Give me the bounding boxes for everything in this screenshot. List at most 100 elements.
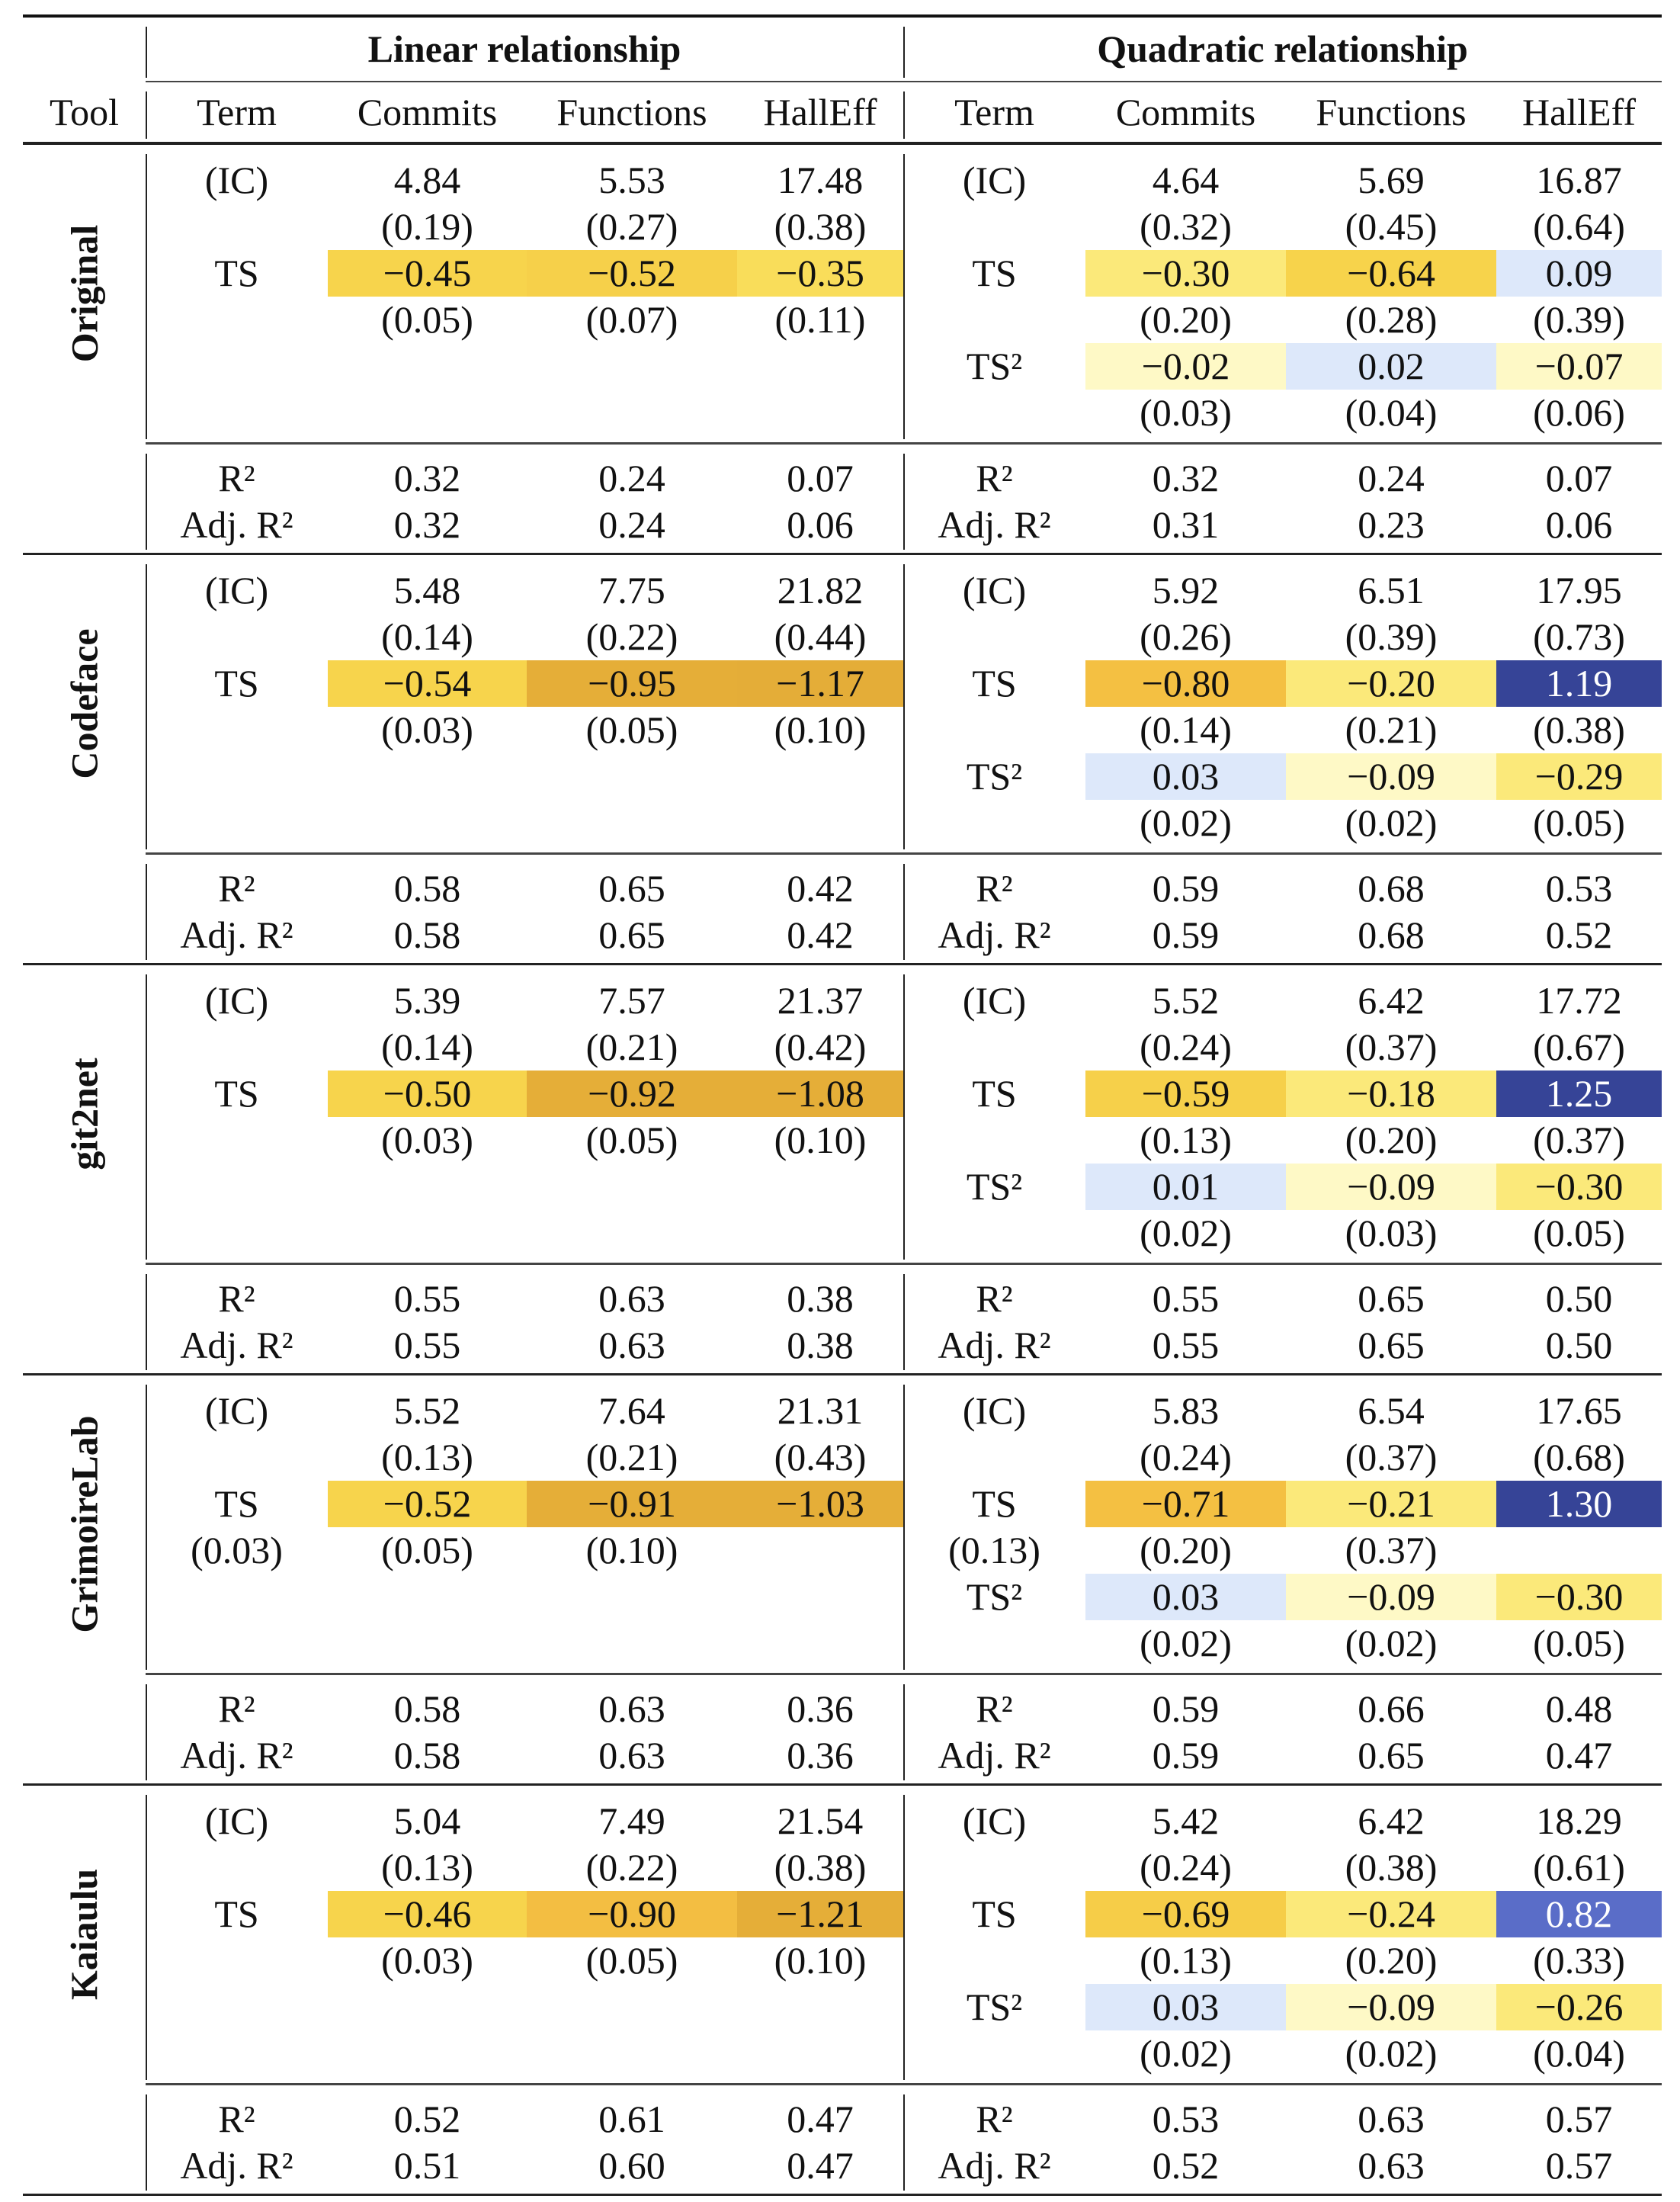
value-cell: (0.10) xyxy=(774,1939,867,1982)
value-cell: 0.36 xyxy=(787,1687,854,1730)
term-cell xyxy=(903,1620,1085,1667)
value-cell: 0.31 xyxy=(1152,503,1220,546)
value-cell: (0.19) xyxy=(381,205,473,248)
col-commits: Commits xyxy=(1115,91,1256,133)
value-cell: 0.63 xyxy=(1358,2098,1425,2140)
value-cell: 5.53 xyxy=(598,159,665,201)
tool-cell xyxy=(23,1732,146,1779)
value-cell: (0.32) xyxy=(1140,205,1232,248)
value-cell: (0.22) xyxy=(585,1846,678,1889)
term-cell xyxy=(903,2030,1085,2077)
tool-cell xyxy=(23,2143,146,2189)
spacer xyxy=(0,707,23,753)
coefficient-section: Kaiaulu (IC) 5.04 7.49 21.54 (IC) 5.42 6.42 18.2… xyxy=(0,1786,1680,2083)
spacer xyxy=(0,567,23,614)
coef-row: TS² 0.03 −0.09 −0.30 xyxy=(0,1574,1680,1620)
value-cell: (0.27) xyxy=(585,205,678,248)
spacer xyxy=(0,157,23,204)
value-cell: 0.59 xyxy=(1152,913,1220,956)
spacer xyxy=(0,1024,23,1071)
value-cell: −0.54 xyxy=(328,660,527,707)
column-divider xyxy=(146,1274,147,1370)
spacer xyxy=(0,1117,23,1164)
value-cell: 6.42 xyxy=(1358,979,1425,1022)
fit-rule xyxy=(146,2083,1662,2085)
value-cell: −1.08 xyxy=(737,1071,903,1117)
value-cell: 0.51 xyxy=(393,2144,461,2187)
coef-row: (IC) 4.84 5.53 17.48 (IC) 4.64 5.69 16.87 xyxy=(0,157,1680,204)
value-cell: 21.82 xyxy=(777,569,864,611)
group-quadratic: Quadratic relationship xyxy=(1097,27,1468,70)
term-cell xyxy=(146,2030,328,2077)
term-cell: TS xyxy=(214,1072,259,1115)
tool-cell xyxy=(23,1686,146,1732)
value-cell: 0.65 xyxy=(1358,1734,1425,1777)
term-cell: R² xyxy=(218,2098,255,2140)
value-cell: (0.02) xyxy=(1140,1212,1232,1254)
coefficient-section: git2net (IC) 5.39 7.57 21.37 (IC) 5.52 6.42 17.7… xyxy=(0,965,1680,1263)
term-cell: TS² xyxy=(966,1575,1023,1618)
term-cell xyxy=(146,297,328,343)
value-cell xyxy=(527,800,737,846)
coef-row: TS −0.46 −0.90 −1.21 TS −0.69 −0.24 0.82 xyxy=(0,1891,1680,1937)
value-cell: 0.55 xyxy=(393,1277,461,1320)
fit-section: R² 0.32 0.24 0.07 R² 0.32 0.24 0.07 Adj. R² 0.32 0… xyxy=(0,445,1680,553)
value-cell: (0.03) xyxy=(381,1119,473,1161)
coef-row: (IC) 5.52 7.64 21.31 (IC) 5.83 6.54 17.65 xyxy=(0,1388,1680,1434)
tool-block-codeface: Codeface (IC) 5.48 7.75 21.82 (IC) 5.92 6.51 17.… xyxy=(0,555,1680,965)
term-cell: TS² xyxy=(966,345,1023,387)
value-cell: −0.09 xyxy=(1286,1984,1496,2030)
term-cell: (IC) xyxy=(204,1799,269,1842)
term-cell xyxy=(146,753,328,800)
value-cell: (0.06) xyxy=(1533,391,1625,434)
spacer xyxy=(0,1574,23,1620)
column-divider xyxy=(903,1684,905,1780)
col-functions: Functions xyxy=(556,91,707,133)
value-cell: (0.04) xyxy=(1345,391,1438,434)
block-rule xyxy=(23,1373,1662,1375)
term-cell: (IC) xyxy=(204,569,269,611)
coef-row: (0.03) (0.05) (0.10) (0.13) (0.20) (0.37) xyxy=(0,1527,1680,1574)
value-cell: −0.92 xyxy=(527,1071,737,1117)
tool-label-cell: GrimoireLab xyxy=(23,1375,146,1673)
value-cell: 5.52 xyxy=(393,1389,461,1432)
value-cell: 0.65 xyxy=(598,867,665,910)
tool-label: Codeface xyxy=(63,628,106,779)
value-cell: (0.05) xyxy=(1533,801,1625,844)
value-cell: 17.72 xyxy=(1536,979,1622,1022)
term-cell: R² xyxy=(218,867,255,910)
term-cell xyxy=(903,297,1085,343)
value-cell: (0.14) xyxy=(381,1026,473,1068)
value-cell: (0.24) xyxy=(1140,1026,1232,1068)
value-cell: 0.65 xyxy=(598,913,665,956)
column-divider xyxy=(146,1385,147,1670)
spacer xyxy=(0,1481,23,1527)
term-cell: Adj. R² xyxy=(938,913,1051,956)
value-cell: 0.48 xyxy=(1545,1687,1613,1730)
coef-row: TS² 0.03 −0.09 −0.29 xyxy=(0,753,1680,800)
value-cell: 17.65 xyxy=(1536,1389,1622,1432)
value-cell: 0.63 xyxy=(1358,2144,1425,2187)
value-cell: 0.32 xyxy=(393,457,461,499)
value-cell: (0.14) xyxy=(1140,708,1232,751)
value-cell: 0.03 xyxy=(1085,1574,1286,1620)
value-cell: −0.64 xyxy=(1286,250,1496,297)
value-cell: (0.05) xyxy=(1533,1622,1625,1664)
value-cell: 0.59 xyxy=(1152,1687,1220,1730)
term-cell xyxy=(146,614,328,660)
term-cell: (IC) xyxy=(962,1799,1027,1842)
value-cell: (0.21) xyxy=(585,1436,678,1478)
value-cell: (0.03) xyxy=(381,1939,473,1982)
value-cell xyxy=(737,1164,903,1210)
value-cell: (0.02) xyxy=(1140,801,1232,844)
value-cell: (0.21) xyxy=(585,1026,678,1068)
value-cell: (0.44) xyxy=(774,615,867,658)
term-cell: Adj. R² xyxy=(180,1734,293,1777)
tool-label: git2net xyxy=(63,1058,106,1170)
term-cell xyxy=(146,1164,328,1210)
value-cell: (0.39) xyxy=(1533,298,1625,341)
value-cell: 0.47 xyxy=(787,2144,854,2187)
term-cell: TS xyxy=(214,252,259,294)
value-cell: 0.38 xyxy=(787,1324,854,1366)
value-cell: (0.38) xyxy=(1533,708,1625,751)
